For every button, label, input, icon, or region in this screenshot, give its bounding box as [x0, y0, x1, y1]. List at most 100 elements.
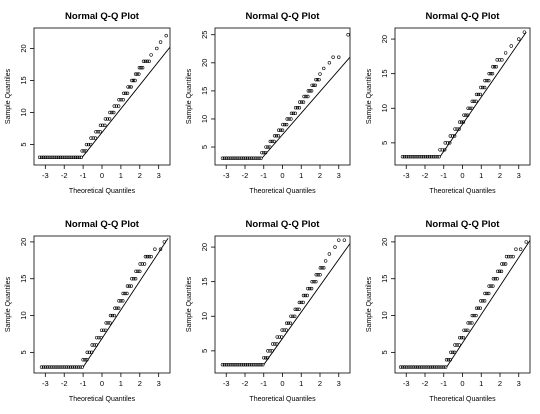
qq-point: [164, 33, 168, 38]
qq-point: [297, 307, 301, 312]
qq-point: [410, 365, 414, 369]
plot-area: [398, 240, 530, 369]
qq-point: [53, 155, 57, 160]
qq-point: [257, 362, 261, 367]
qq-point: [289, 111, 294, 116]
qq-point: [270, 349, 274, 353]
qq-point: [45, 365, 50, 369]
qq-point: [49, 365, 53, 369]
qq-point: [53, 365, 57, 369]
qq-point: [288, 321, 293, 325]
qq-point: [262, 150, 266, 155]
qq-point: [482, 299, 487, 303]
qq-point: [224, 156, 229, 160]
qq-point: [132, 277, 136, 281]
qq-point: [468, 106, 472, 110]
qq-point: [137, 72, 141, 76]
qq-point: [472, 313, 476, 318]
plot-title: Normal Q-Q Plot: [426, 11, 501, 22]
qq-point: [232, 362, 236, 367]
qq-point: [318, 72, 322, 76]
x-tick-label: 3: [517, 171, 521, 180]
qq-reference-line: [82, 237, 169, 368]
qq-point: [162, 240, 167, 244]
qq-point: [62, 155, 66, 160]
qq-point: [88, 142, 93, 147]
plot-area: [400, 30, 527, 159]
qq-point: [63, 365, 67, 369]
qq-point: [125, 291, 129, 296]
qq-point: [59, 365, 63, 369]
x-tick-label: -2: [61, 171, 68, 180]
qq-point: [452, 350, 457, 355]
qq-point: [302, 94, 306, 99]
qq-point: [266, 349, 270, 353]
qq-point: [76, 365, 80, 369]
qq-point: [305, 293, 309, 298]
qq-point: [260, 150, 264, 155]
qq-point: [98, 130, 102, 134]
qq-point: [136, 269, 140, 274]
x-tick-label: 3: [517, 379, 521, 388]
qq-point: [58, 155, 63, 160]
qq-point: [68, 155, 72, 160]
qq-point: [112, 110, 116, 115]
x-axis-label: Theoretical Quantiles: [69, 188, 136, 195]
qq-point: [285, 117, 289, 121]
qq-point: [271, 342, 275, 346]
qq-point: [99, 335, 103, 340]
qq-point: [470, 99, 474, 104]
y-tick-label: 20: [19, 44, 28, 52]
qq-point: [134, 269, 138, 274]
qq-point: [310, 83, 314, 87]
qq-point: [98, 123, 103, 128]
qq-point: [490, 71, 495, 76]
y-tick-label: 5: [200, 145, 209, 149]
qq-point: [257, 156, 261, 160]
qq-point: [485, 78, 489, 83]
qq-point: [57, 365, 61, 369]
x-tick-label: -3: [403, 171, 410, 180]
qq-panel-2: Normal Q-Q Plot Theoretical Quantiles Samp…: [186, 11, 351, 195]
qq-point: [280, 128, 285, 132]
x-axis-label: Theoretical Quantiles: [429, 396, 496, 403]
qq-point: [404, 154, 409, 159]
qq-point: [263, 356, 268, 360]
qq-point: [430, 365, 435, 369]
qq-point: [400, 154, 405, 159]
qq-point: [493, 277, 498, 281]
qq-point: [70, 155, 74, 160]
qq-point: [105, 117, 110, 121]
y-axis-label: Sample Quantiles: [186, 68, 193, 124]
qq-panel-5: Normal Q-Q Plot Theoretical Quantiles Samp…: [186, 219, 351, 403]
qq-point: [268, 349, 272, 353]
qq-point: [66, 155, 70, 160]
qq-point: [112, 104, 116, 108]
qq-point: [66, 365, 71, 369]
qq-point: [415, 365, 420, 369]
qq-point: [427, 154, 432, 159]
qq-point: [461, 335, 466, 340]
qq-point: [462, 328, 466, 332]
qq-point: [500, 262, 504, 266]
qq-point: [86, 142, 91, 147]
x-axis-label: Theoretical Quantiles: [249, 188, 316, 195]
qq-point: [110, 313, 115, 318]
y-tick-label: 20: [380, 238, 389, 246]
qq-point: [491, 65, 495, 69]
x-tick-label: -1: [260, 171, 267, 180]
qq-point: [108, 313, 113, 318]
x-tick-label: -1: [80, 379, 87, 388]
qq-point: [270, 139, 274, 144]
qq-point: [444, 358, 449, 362]
qq-point: [483, 78, 487, 83]
qq-point: [129, 284, 133, 288]
qq-point: [108, 321, 112, 325]
qq-point: [55, 365, 59, 369]
qq-point: [247, 156, 252, 160]
qq-point: [295, 106, 300, 110]
qq-point: [309, 89, 314, 93]
qq-point: [47, 365, 51, 369]
qq-point: [313, 83, 318, 87]
qq-point: [464, 328, 468, 332]
